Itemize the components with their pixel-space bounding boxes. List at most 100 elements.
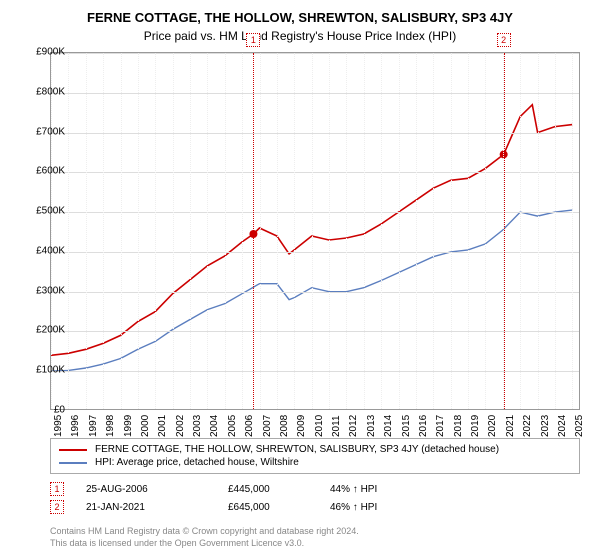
sale-date: 21-JAN-2021 [86,502,206,513]
legend-row: HPI: Average price, detached house, Wilt… [59,456,571,469]
gridline-h [51,331,579,332]
x-axis-label: 2024 [557,415,568,437]
sale-price: £645,000 [228,502,308,513]
marker-label: 2 [497,33,511,47]
sale-marker: 1 [50,482,64,496]
x-axis-label: 2002 [175,415,186,437]
x-axis-label: 2007 [262,415,273,437]
y-axis-label: £600K [36,166,65,177]
x-axis-label: 2020 [487,415,498,437]
gridline-v [51,53,52,409]
sale-row: 1 25-AUG-2006 £445,000 44% ↑ HPI [50,480,580,498]
y-axis-label: £900K [36,47,65,58]
x-axis-label: 2001 [157,415,168,437]
footer-line2: This data is licensed under the Open Gov… [50,538,580,550]
legend-row: FERNE COTTAGE, THE HOLLOW, SHREWTON, SAL… [59,443,571,456]
x-axis-label: 2015 [401,415,412,437]
y-axis-label: £100K [36,365,65,376]
gridline-v [225,53,226,409]
y-axis-label: £800K [36,86,65,97]
x-axis-label: 2018 [453,415,464,437]
sale-date: 25-AUG-2006 [86,484,206,495]
legend-swatch [59,462,87,464]
x-axis-label: 2000 [140,415,151,437]
x-axis-label: 2005 [227,415,238,437]
gridline-v [468,53,469,409]
x-axis-label: 2008 [279,415,290,437]
y-axis-label: £200K [36,325,65,336]
x-axis-label: 2014 [383,415,394,437]
x-axis-label: 2003 [192,415,203,437]
x-axis-label: 2019 [470,415,481,437]
x-axis-label: 2013 [366,415,377,437]
sale-row: 2 21-JAN-2021 £645,000 46% ↑ HPI [50,498,580,516]
gridline-v [329,53,330,409]
x-axis-label: 2016 [418,415,429,437]
x-axis-label: 2022 [522,415,533,437]
x-axis-label: 2021 [505,415,516,437]
x-axis-label: 2025 [574,415,585,437]
plot-area: 12 [50,52,580,410]
sale-marker: 2 [50,500,64,514]
x-axis-label: 2023 [540,415,551,437]
gridline-h [51,93,579,94]
gridline-v [399,53,400,409]
marker-vline [504,53,505,409]
chart-svg [51,53,579,409]
x-axis-label: 2004 [209,415,220,437]
gridline-v [207,53,208,409]
gridline-v [381,53,382,409]
x-axis-label: 2011 [331,415,342,437]
marker-vline [253,53,254,409]
legend-swatch [59,449,87,451]
sales-table: 1 25-AUG-2006 £445,000 44% ↑ HPI 2 21-JAN-202… [50,480,580,516]
gridline-h [51,252,579,253]
y-axis-label: £500K [36,206,65,217]
y-axis-label: £300K [36,285,65,296]
legend-label: FERNE COTTAGE, THE HOLLOW, SHREWTON, SAL… [95,444,499,455]
y-axis-label: £400K [36,245,65,256]
x-axis-label: 1999 [123,415,134,437]
gridline-v [68,53,69,409]
gridline-v [121,53,122,409]
sale-pct: 46% ↑ HPI [330,502,430,513]
x-axis-label: 1995 [53,415,64,437]
gridline-v [555,53,556,409]
footer-line1: Contains HM Land Registry data © Crown c… [50,526,580,538]
gridline-v [277,53,278,409]
gridline-v [312,53,313,409]
gridline-v [294,53,295,409]
y-axis-label: £700K [36,126,65,137]
gridline-v [155,53,156,409]
marker-label: 1 [246,33,260,47]
x-axis-label: 2010 [314,415,325,437]
x-axis-label: 1998 [105,415,116,437]
gridline-h [51,53,579,54]
gridline-v [138,53,139,409]
gridline-v [364,53,365,409]
gridline-h [51,371,579,372]
gridline-h [51,172,579,173]
footer: Contains HM Land Registry data © Crown c… [50,526,580,549]
legend: FERNE COTTAGE, THE HOLLOW, SHREWTON, SAL… [50,438,580,474]
x-axis-label: 2017 [435,415,446,437]
x-axis-label: 1997 [88,415,99,437]
legend-label: HPI: Average price, detached house, Wilt… [95,457,299,468]
gridline-v [485,53,486,409]
gridline-v [346,53,347,409]
gridline-v [572,53,573,409]
gridline-v [451,53,452,409]
gridline-v [433,53,434,409]
gridline-h [51,292,579,293]
x-axis-label: 1996 [70,415,81,437]
x-axis-label: 2012 [348,415,359,437]
gridline-v [520,53,521,409]
gridline-v [242,53,243,409]
gridline-v [173,53,174,409]
gridline-v [86,53,87,409]
sale-pct: 44% ↑ HPI [330,484,430,495]
gridline-v [260,53,261,409]
x-axis-label: 2006 [244,415,255,437]
gridline-v [538,53,539,409]
sale-price: £445,000 [228,484,308,495]
